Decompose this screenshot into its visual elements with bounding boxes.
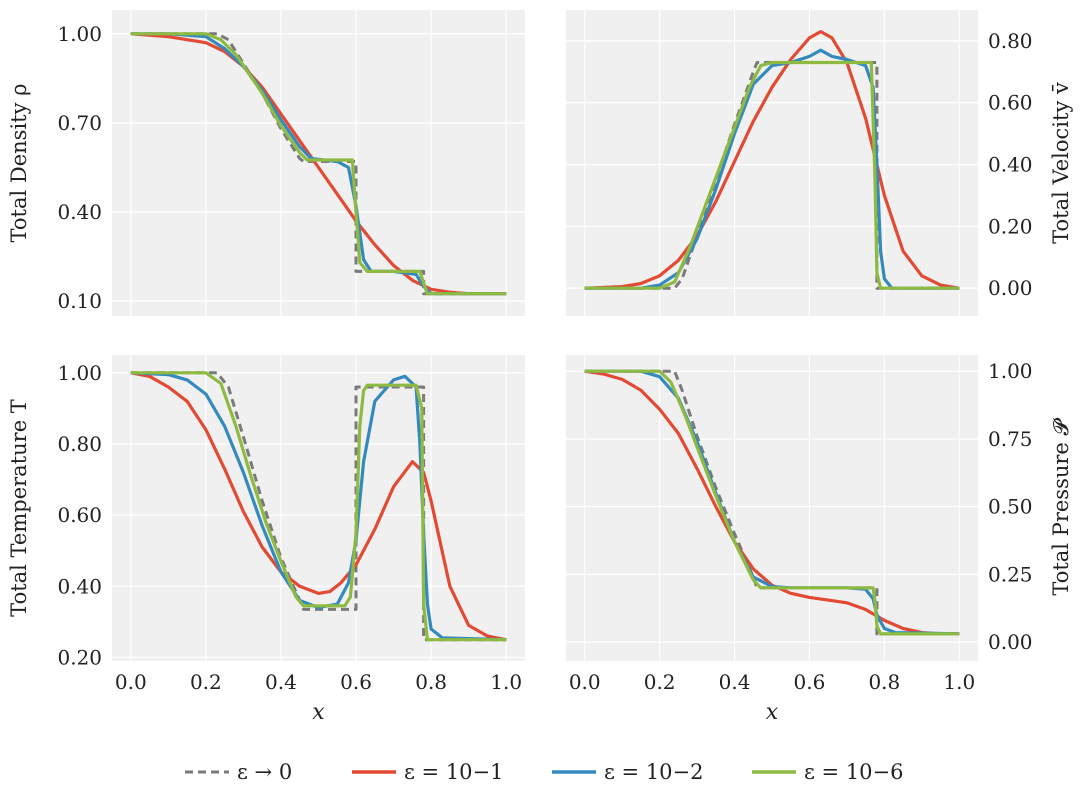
legend-item: ε = 10−1	[352, 760, 504, 784]
x-tick-label: 0.2	[644, 670, 676, 694]
y-tick-label: 1.00	[57, 22, 102, 46]
y-axis-label: Total Density ρ	[7, 84, 31, 243]
series-line-2	[130, 371, 507, 642]
series-line-1	[584, 369, 960, 636]
y-axis-label: Total Pressure 𝓟	[1049, 417, 1073, 595]
x-tick-label: 0.0	[569, 670, 601, 694]
y-tick-label: 0.00	[988, 630, 1033, 654]
x-tick-label: 1.0	[943, 670, 975, 694]
x-tick-label: 0.6	[794, 670, 826, 694]
panel-background	[112, 10, 525, 316]
y-tick-label: 0.40	[57, 574, 102, 598]
x-tick-label: 0.8	[415, 670, 447, 694]
chart-panel-1: 0.10 0.40 0.70 1.00 Total Density ρ	[7, 10, 525, 316]
y-tick-label: 0.80	[57, 432, 102, 456]
chart-panel-2: 0.00 0.20 0.40 0.60 0.80 Total Velocity v̄	[566, 10, 1073, 316]
x-tick-label: 0.4	[265, 670, 297, 694]
x-tick-label: 0.6	[340, 670, 372, 694]
series-line-4	[130, 32, 507, 296]
y-axis-label: Total Temperature T	[7, 399, 31, 617]
chart-panel-4: 0.00 0.25 0.50 0.75 1.00 0.0 0.2 0.4 0.6 0.8 1.0 x T…	[566, 355, 1073, 725]
legend-label: ε = 10−1	[404, 760, 504, 784]
y-tick-label: 0.20	[988, 214, 1033, 238]
y-tick-label: 0.40	[988, 153, 1033, 177]
y-tick-label: 0.25	[988, 562, 1033, 586]
x-tick-label: 1.0	[490, 670, 522, 694]
series-line-4	[584, 369, 960, 636]
chart-panel-3: 0.20 0.40 0.60 0.80 1.00 0.0 0.2 0.4 0.6 0.8 1.0 x T…	[7, 355, 525, 725]
y-tick-label: 0.80	[988, 29, 1033, 53]
series-line-2	[584, 30, 960, 290]
y-tick-label: 0.20	[57, 645, 102, 669]
y-tick-label: 0.00	[988, 276, 1033, 300]
x-tick-label: 0.4	[719, 670, 751, 694]
y-axis-label: Total Velocity v̄	[1049, 82, 1073, 244]
y-tick-label: 1.00	[57, 361, 102, 385]
legend-item: ε = 10−6	[752, 760, 904, 784]
series-line-4	[130, 371, 507, 642]
legend-label: ε = 10−6	[804, 760, 904, 784]
y-tick-label: 0.60	[988, 91, 1033, 115]
x-tick-label: 0.8	[868, 670, 900, 694]
x-tick-label: 0.2	[190, 670, 222, 694]
legend-label: ε → 0	[237, 760, 292, 784]
x-axis-label: x	[766, 700, 779, 725]
x-axis-label: x	[312, 700, 325, 725]
legend-label: ε = 10−2	[604, 760, 704, 784]
x-tick-label: 0.0	[115, 670, 147, 694]
series-line-4	[584, 60, 960, 290]
legend-item: ε → 0	[185, 760, 292, 784]
legend-item: ε = 10−2	[552, 760, 704, 784]
y-tick-label: 0.75	[988, 427, 1033, 451]
legend: ε → 0 ε = 10−1 ε = 10−2 ε = 10−6	[185, 760, 904, 784]
y-tick-label: 0.50	[988, 495, 1033, 519]
panel-background	[566, 355, 978, 661]
series-line-2	[130, 32, 507, 296]
y-tick-label: 0.70	[57, 111, 102, 135]
y-tick-label: 0.60	[57, 503, 102, 527]
y-tick-label: 1.00	[988, 359, 1033, 383]
y-tick-label: 0.40	[57, 200, 102, 224]
y-tick-label: 0.10	[57, 289, 102, 313]
